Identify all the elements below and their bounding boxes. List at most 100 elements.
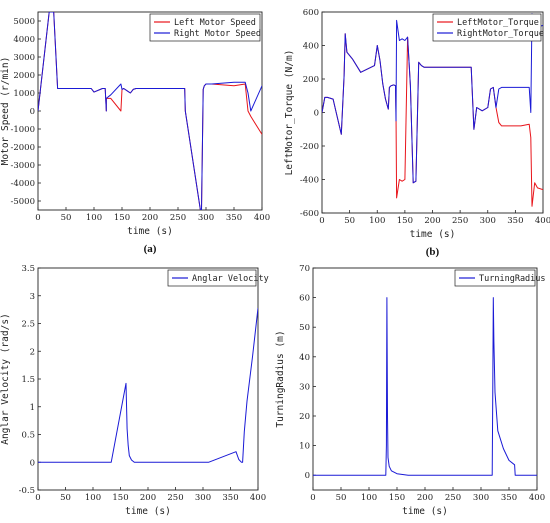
plot-frame <box>37 267 259 491</box>
y-tick-label: 30 <box>299 382 310 392</box>
x-tick-label: 300 <box>198 213 214 223</box>
y-tick-label: 3.5 <box>21 264 35 274</box>
y-tick-label: -4000 <box>10 179 35 189</box>
x-tick-label: 150 <box>112 493 128 503</box>
x-tick-label: 0 <box>35 213 40 223</box>
chart-panel-2: 0 50 100 150 200 250 300 350 400-0.500.511.522.5… <box>0 264 269 517</box>
x-tick-label: 0 <box>35 493 40 503</box>
series-line-0 <box>322 33 543 207</box>
x-tick-label: 150 <box>114 213 130 223</box>
x-tick-label: 400 <box>535 216 550 226</box>
x-axis-label: time (s) <box>125 506 171 517</box>
y-tick-label: 0 <box>30 458 35 468</box>
y-tick-label: 1.5 <box>21 375 35 385</box>
y-tick-label: 0 <box>305 471 310 481</box>
y-tick-label: 60 <box>299 294 310 304</box>
y-tick-label: 0 <box>314 109 319 119</box>
y-tick-label: 0.5 <box>21 431 35 441</box>
legend-entry: RightMotor_Torque <box>457 29 544 39</box>
x-tick-label: 150 <box>389 493 405 503</box>
x-tick-label: 0 <box>310 493 315 503</box>
x-axis-label: time (s) <box>127 226 173 237</box>
y-tick-label: -1000 <box>10 125 35 135</box>
x-tick-label: 250 <box>167 493 183 503</box>
x-tick-label: 250 <box>452 216 468 226</box>
x-tick-label: 100 <box>361 493 377 503</box>
y-tick-label: 40 <box>299 353 310 363</box>
x-tick-label: 50 <box>60 493 71 503</box>
y-axis-label: Anglar Velocity (rad/s) <box>0 313 11 445</box>
x-tick-label: 250 <box>445 493 461 503</box>
x-tick-label: 300 <box>473 493 489 503</box>
y-tick-label: 50 <box>299 323 310 333</box>
y-tick-label: -0.5 <box>19 486 35 496</box>
y-tick-label: -200 <box>300 142 319 152</box>
x-tick-label: 300 <box>195 493 211 503</box>
y-tick-label: 0 <box>30 107 35 117</box>
y-tick-label: 2.5 <box>21 320 35 330</box>
x-tick-label: 50 <box>336 493 347 503</box>
x-tick-label: 400 <box>529 493 545 503</box>
y-tick-label: 70 <box>299 264 310 274</box>
panel-label: (b) <box>426 246 440 258</box>
y-tick-label: 1 <box>30 403 35 413</box>
x-tick-label: 400 <box>254 213 270 223</box>
y-tick-label: 20 <box>299 412 310 422</box>
legend-box <box>432 13 542 42</box>
y-axis-label: LeftMotor_Torque (N/m) <box>284 50 295 176</box>
x-tick-label: 300 <box>480 216 496 226</box>
x-tick-label: 200 <box>140 493 156 503</box>
legend-entry: Left Motor Speed <box>174 18 256 28</box>
x-tick-label: 50 <box>344 216 355 226</box>
x-axis-label: time (s) <box>410 229 456 240</box>
x-tick-label: 250 <box>170 213 186 223</box>
plot-frame <box>312 267 538 491</box>
y-tick-label: -400 <box>300 176 319 186</box>
x-tick-label: 200 <box>417 493 433 503</box>
y-tick-label: 3000 <box>13 53 35 63</box>
y-tick-label: 5000 <box>13 17 35 27</box>
y-tick-label: 200 <box>303 75 319 85</box>
y-tick-label: -2000 <box>10 143 35 153</box>
y-axis-label: TurningRadius (m) <box>275 330 286 427</box>
legend-entry: TurningRadius <box>479 274 546 284</box>
y-tick-label: 10 <box>299 442 310 452</box>
y-tick-label: 600 <box>303 8 319 18</box>
x-tick-label: 0 <box>319 216 324 226</box>
x-tick-label: 100 <box>85 493 101 503</box>
x-tick-label: 350 <box>507 216 523 226</box>
y-tick-label: 2 <box>30 347 35 357</box>
legend-box <box>167 269 257 287</box>
y-axis-label: Motor Speed (r/min) <box>0 57 11 166</box>
chart-panel-3: 0 50 100 150 200 250 300 350 400 0 10 20 30 40 50 60 70 t… <box>275 264 546 517</box>
y-tick-label: -600 <box>300 209 319 219</box>
legend-entry: LeftMotor_Torque <box>457 18 539 28</box>
y-tick-label: -3000 <box>10 161 35 171</box>
y-tick-label: 2000 <box>13 71 35 81</box>
x-tick-label: 100 <box>369 216 385 226</box>
x-tick-label: 200 <box>142 213 158 223</box>
x-tick-label: 50 <box>61 213 72 223</box>
legend-entry: Right Motor Speed <box>174 29 261 39</box>
panel-label: (a) <box>144 243 157 255</box>
legend-entry: Anglar Velocity <box>192 274 269 284</box>
chart-panel-0: 0 50 100 150 200 250 300 350 400 -5000 -4000 -3000 -… <box>0 11 270 255</box>
x-axis-label: time (s) <box>402 506 448 517</box>
plot-frame <box>321 11 544 214</box>
x-tick-label: 350 <box>501 493 517 503</box>
series-line-0 <box>38 307 258 463</box>
x-tick-label: 150 <box>397 216 413 226</box>
x-tick-label: 350 <box>222 493 238 503</box>
series-line-1 <box>322 13 543 184</box>
y-tick-label: 4000 <box>13 35 35 45</box>
y-tick-label: -5000 <box>10 197 35 207</box>
plot-frame <box>37 11 263 211</box>
series-line-1 <box>38 12 262 210</box>
y-tick-label: 1000 <box>13 89 35 99</box>
legend-box <box>149 13 261 42</box>
x-tick-label: 100 <box>86 213 102 223</box>
series-line-0 <box>38 12 262 210</box>
x-tick-label: 200 <box>424 216 440 226</box>
y-tick-label: 3 <box>30 292 35 302</box>
